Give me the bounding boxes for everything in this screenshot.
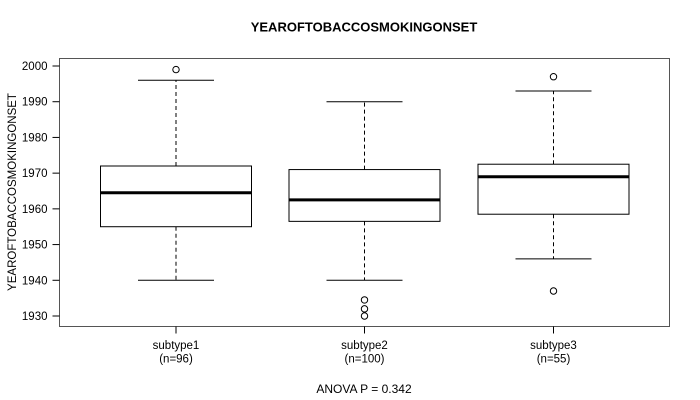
boxplot-group-subtype1: [100, 65, 252, 281]
axes-layer: 1930 1940 1950 1960 1970 1980 1990 2000 subtype1…: [22, 58, 670, 366]
y-tick-label: 1930: [22, 311, 48, 323]
x-tick-label-subtype1: subtype1: [153, 340, 200, 352]
y-tick-label: 2000: [22, 61, 48, 73]
x-tick-label-subtype2: subtype2: [341, 340, 388, 352]
y-tick-label: 1960: [22, 204, 48, 216]
y-axis-title: YEAROFTOBACCOSMOKINGONSET: [7, 93, 19, 291]
outlier-point: [549, 287, 558, 295]
anova-annotation: ANOVA P = 0.342: [316, 382, 412, 396]
boxplot-group-subtype2: [288, 101, 441, 320]
x-tick-sublabel-subtype1: (n=96): [159, 354, 193, 366]
iqr-box: [477, 163, 630, 215]
y-tick-label: 1950: [22, 240, 48, 252]
outlier-point: [549, 73, 558, 81]
x-tick-label-subtype3: subtype3: [530, 340, 577, 352]
y-tick-label: 1970: [22, 168, 48, 180]
x-tick-sublabel-subtype3: (n=55): [537, 354, 571, 366]
y-tick-label: 1980: [22, 132, 48, 144]
iqr-box: [288, 169, 441, 222]
outlier-point: [172, 65, 180, 74]
boxes-layer: [100, 65, 630, 320]
y-tick-label: 1990: [22, 97, 48, 109]
outlier-point: [360, 305, 369, 313]
x-tick-sublabel-subtype2: (n=100): [345, 354, 385, 366]
y-tick-label: 1940: [22, 275, 48, 287]
boxplot-group-subtype3: [477, 73, 630, 295]
outlier-point: [360, 312, 369, 320]
chart-title: YEAROFTOBACCOSMOKINGONSET: [251, 20, 478, 35]
outlier-point: [360, 296, 369, 304]
iqr-box: [100, 165, 252, 228]
